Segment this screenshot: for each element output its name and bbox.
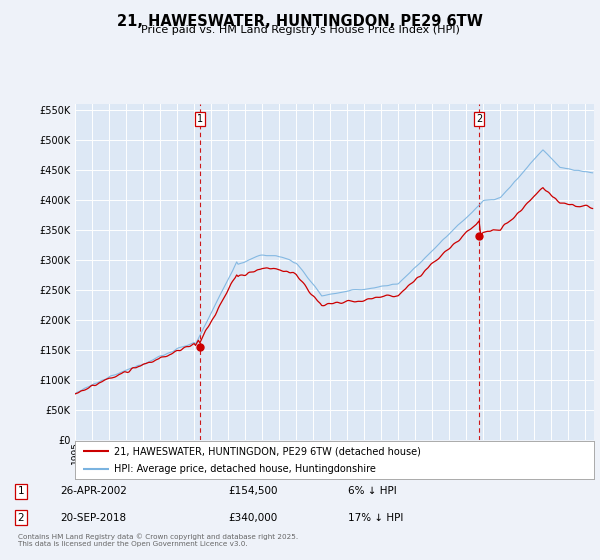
Text: £154,500: £154,500 — [228, 486, 277, 496]
Text: 17% ↓ HPI: 17% ↓ HPI — [348, 513, 403, 523]
Text: 21, HAWESWATER, HUNTINGDON, PE29 6TW: 21, HAWESWATER, HUNTINGDON, PE29 6TW — [117, 14, 483, 29]
Text: 6% ↓ HPI: 6% ↓ HPI — [348, 486, 397, 496]
Text: 21, HAWESWATER, HUNTINGDON, PE29 6TW (detached house): 21, HAWESWATER, HUNTINGDON, PE29 6TW (de… — [114, 446, 421, 456]
Text: 2: 2 — [17, 513, 25, 523]
Text: £340,000: £340,000 — [228, 513, 277, 523]
Text: 2: 2 — [476, 114, 482, 124]
Text: HPI: Average price, detached house, Huntingdonshire: HPI: Average price, detached house, Hunt… — [114, 464, 376, 474]
Text: 26-APR-2002: 26-APR-2002 — [60, 486, 127, 496]
Text: 1: 1 — [196, 114, 203, 124]
Text: 20-SEP-2018: 20-SEP-2018 — [60, 513, 126, 523]
Text: 1: 1 — [17, 486, 25, 496]
Text: Contains HM Land Registry data © Crown copyright and database right 2025.
This d: Contains HM Land Registry data © Crown c… — [18, 533, 298, 547]
Text: Price paid vs. HM Land Registry's House Price Index (HPI): Price paid vs. HM Land Registry's House … — [140, 25, 460, 35]
